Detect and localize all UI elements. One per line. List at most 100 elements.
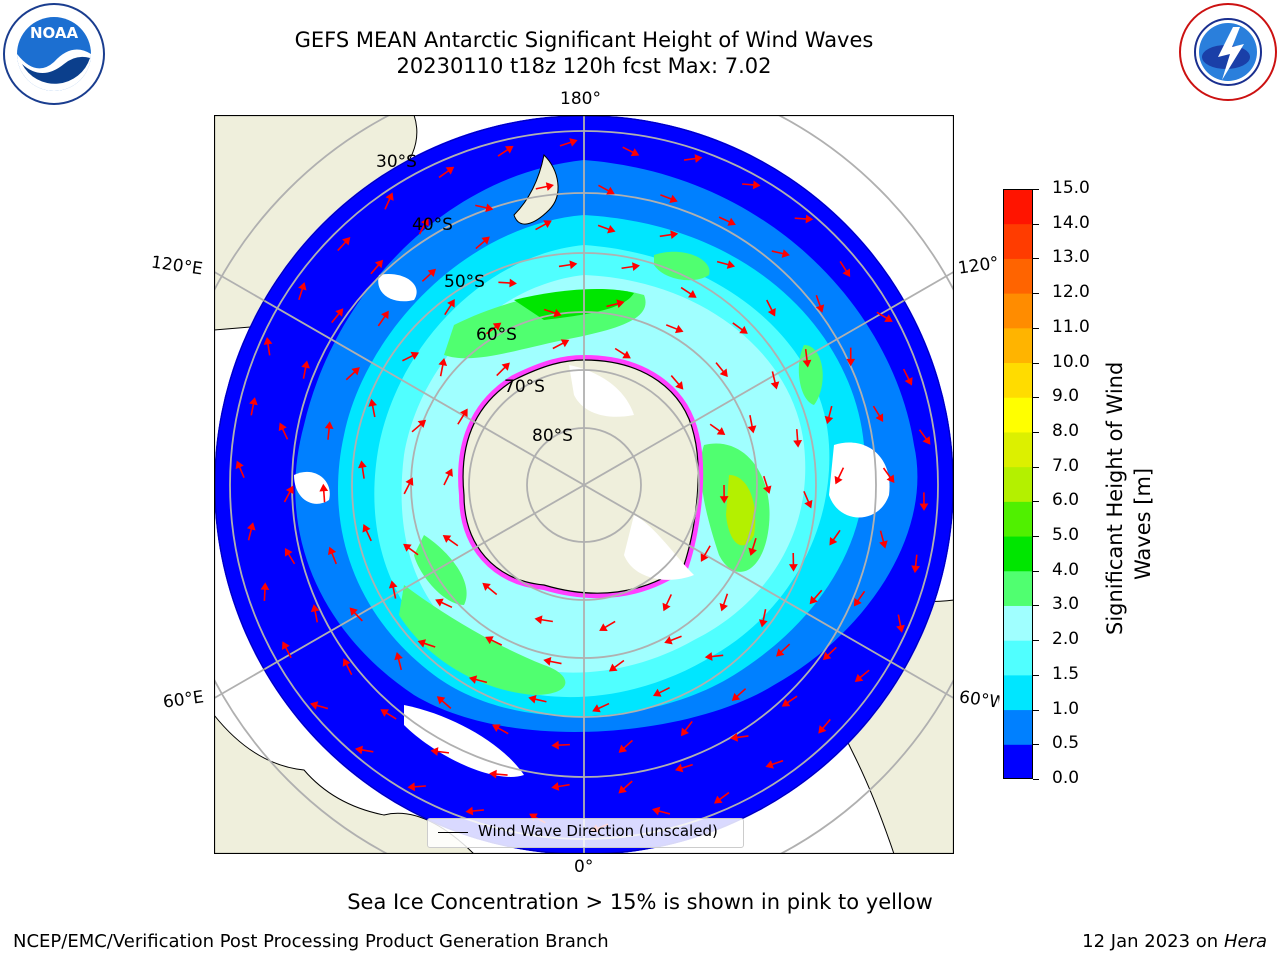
wave-direction-arrowhead (664, 636, 673, 645)
colorbar-tick-label: 9.0 (1052, 386, 1080, 407)
colorbar-tick-mark (1033, 327, 1039, 329)
colorbar-tick-label: 1.5 (1052, 663, 1080, 684)
wave-direction-arrowhead (606, 186, 615, 195)
wave-direction-arrowhead (700, 553, 709, 562)
colorbar-tick-label: 5.0 (1052, 525, 1080, 546)
colorbar-segment (1003, 570, 1033, 606)
wave-direction-arrows (235, 138, 931, 833)
wave-direction-arrowhead (781, 698, 791, 707)
wave-direction-arrowhead (767, 307, 776, 317)
lat-label-70s: 70°S (504, 377, 545, 397)
wave-direction-arrow (284, 646, 292, 659)
wave-direction-arrowhead (501, 362, 510, 371)
wave-direction-arrow (411, 423, 422, 433)
wave-direction-arrow (496, 366, 506, 377)
wave-direction-arrowhead (904, 377, 913, 386)
colorbar-tick-label: 12.0 (1052, 282, 1090, 303)
colorbar-tick-label: 13.0 (1052, 247, 1090, 268)
svg-text:Waves [m]: Waves [m] (1131, 468, 1155, 580)
wave-direction-arrowhead (765, 760, 774, 769)
wave-direction-arrow (684, 720, 693, 732)
wave-direction-arrowhead (822, 651, 832, 661)
wave-direction-arrow (622, 739, 633, 750)
wave-direction-arrowhead (388, 580, 398, 589)
wave-direction-arrow (771, 371, 776, 384)
wave-direction-arrowhead (739, 325, 748, 334)
wave-direction-arrow (751, 537, 757, 550)
footer-date: 12 Jan 2023 on Hera (1082, 931, 1267, 952)
wave-direction-arrow (683, 157, 697, 161)
wave-direction-arrowhead (834, 475, 843, 485)
wave-direction-arrowhead (351, 367, 360, 376)
wave-direction-arrow (557, 783, 570, 788)
wave-direction-arrowhead (776, 648, 785, 657)
wave-direction-arrowhead (653, 688, 662, 697)
wave-direction-arrow (622, 146, 634, 154)
colorbar-tick-mark (1033, 744, 1039, 746)
colorbar-tick-label: 0.0 (1052, 768, 1080, 788)
wave-direction-arrowhead (592, 704, 601, 713)
colorbar-segment (1003, 327, 1033, 364)
wave-direction-arrowhead (608, 663, 618, 672)
colorbar-segment (1003, 293, 1033, 329)
wave-direction-arrow (827, 646, 837, 657)
wave-direction-arrowhead (829, 536, 838, 546)
wave-direction-arrowhead (435, 598, 444, 607)
wave-direction-arrow (856, 590, 866, 602)
wave-direction-arrow (794, 217, 807, 220)
lat-label-40s: 40°S (412, 215, 453, 235)
wave-direction-arrowhead (342, 236, 351, 246)
wave-direction-arrow (879, 530, 885, 543)
wave-direction-arrowhead (430, 747, 439, 756)
wave-direction-arrow (331, 552, 338, 565)
wave-direction-arrow (421, 272, 432, 282)
wave-direction-arrow (839, 260, 848, 272)
wave-direction-arrow (604, 620, 616, 629)
wave-direction-arrowhead (421, 217, 429, 227)
wave-direction-arrow (535, 223, 547, 231)
wave-direction-arrow (832, 529, 841, 541)
wave-direction-arrow (549, 660, 562, 665)
colorbar-segment (1003, 362, 1033, 398)
colorbar-tick-mark (1033, 501, 1039, 503)
wave-direction-arrowhead (747, 425, 757, 434)
colorbar-tick-label: 0.5 (1052, 733, 1080, 754)
wave-direction-arrowhead (716, 427, 726, 435)
wave-direction-arrowhead (569, 260, 578, 270)
wave-direction-arrowhead (719, 368, 728, 378)
wave-direction-arrowhead (896, 624, 905, 633)
wave-direction-arrowhead (298, 282, 307, 291)
wave-direction-arrow (403, 482, 411, 495)
wave-direction-arrow (703, 545, 711, 557)
wave-direction-arrowhead (919, 503, 929, 511)
wave-direction-arrowhead (436, 696, 446, 705)
colorbar (1003, 189, 1033, 779)
wave-direction-arrowhead (793, 439, 803, 448)
footer-credit: NCEP/EMC/Verification Post Processing Pr… (13, 931, 609, 952)
wave-direction-arrowhead (460, 408, 468, 418)
wave-direction-arrowhead (694, 154, 703, 163)
wave-direction-arrow (534, 698, 547, 703)
wave-direction-arrow (658, 810, 671, 815)
colorbar-tick-label: 8.0 (1052, 420, 1080, 441)
wave-direction-arrowhead (438, 357, 448, 367)
wave-direction-arrow (786, 695, 798, 704)
wave-direction-arrowhead (824, 415, 834, 425)
wave-direction-arrow (597, 224, 610, 231)
wave-direction-arrow (485, 325, 497, 335)
wave-direction-arrowhead (354, 745, 363, 755)
wave-direction-arrow (345, 371, 356, 381)
wave-direction-arrow (681, 763, 693, 769)
wave-direction-arrowhead (349, 607, 358, 616)
wave-direction-arrowhead (335, 308, 344, 317)
wave-direction-arrow (543, 308, 556, 315)
chart-subtitle: 20230110 t18z 120h fcst Max: 7.02 (396, 54, 772, 78)
noaa-logo: NOAA (3, 3, 105, 105)
wave-direction-arrowhead (285, 485, 294, 495)
wave-direction-arrow (353, 611, 363, 622)
wave-direction-arrow (765, 299, 773, 312)
wave-direction-arrowhead (403, 543, 412, 552)
colorbar-segment (1003, 431, 1033, 468)
wave-direction-arrow (370, 264, 380, 275)
wave-direction-arrowhead (528, 694, 537, 704)
